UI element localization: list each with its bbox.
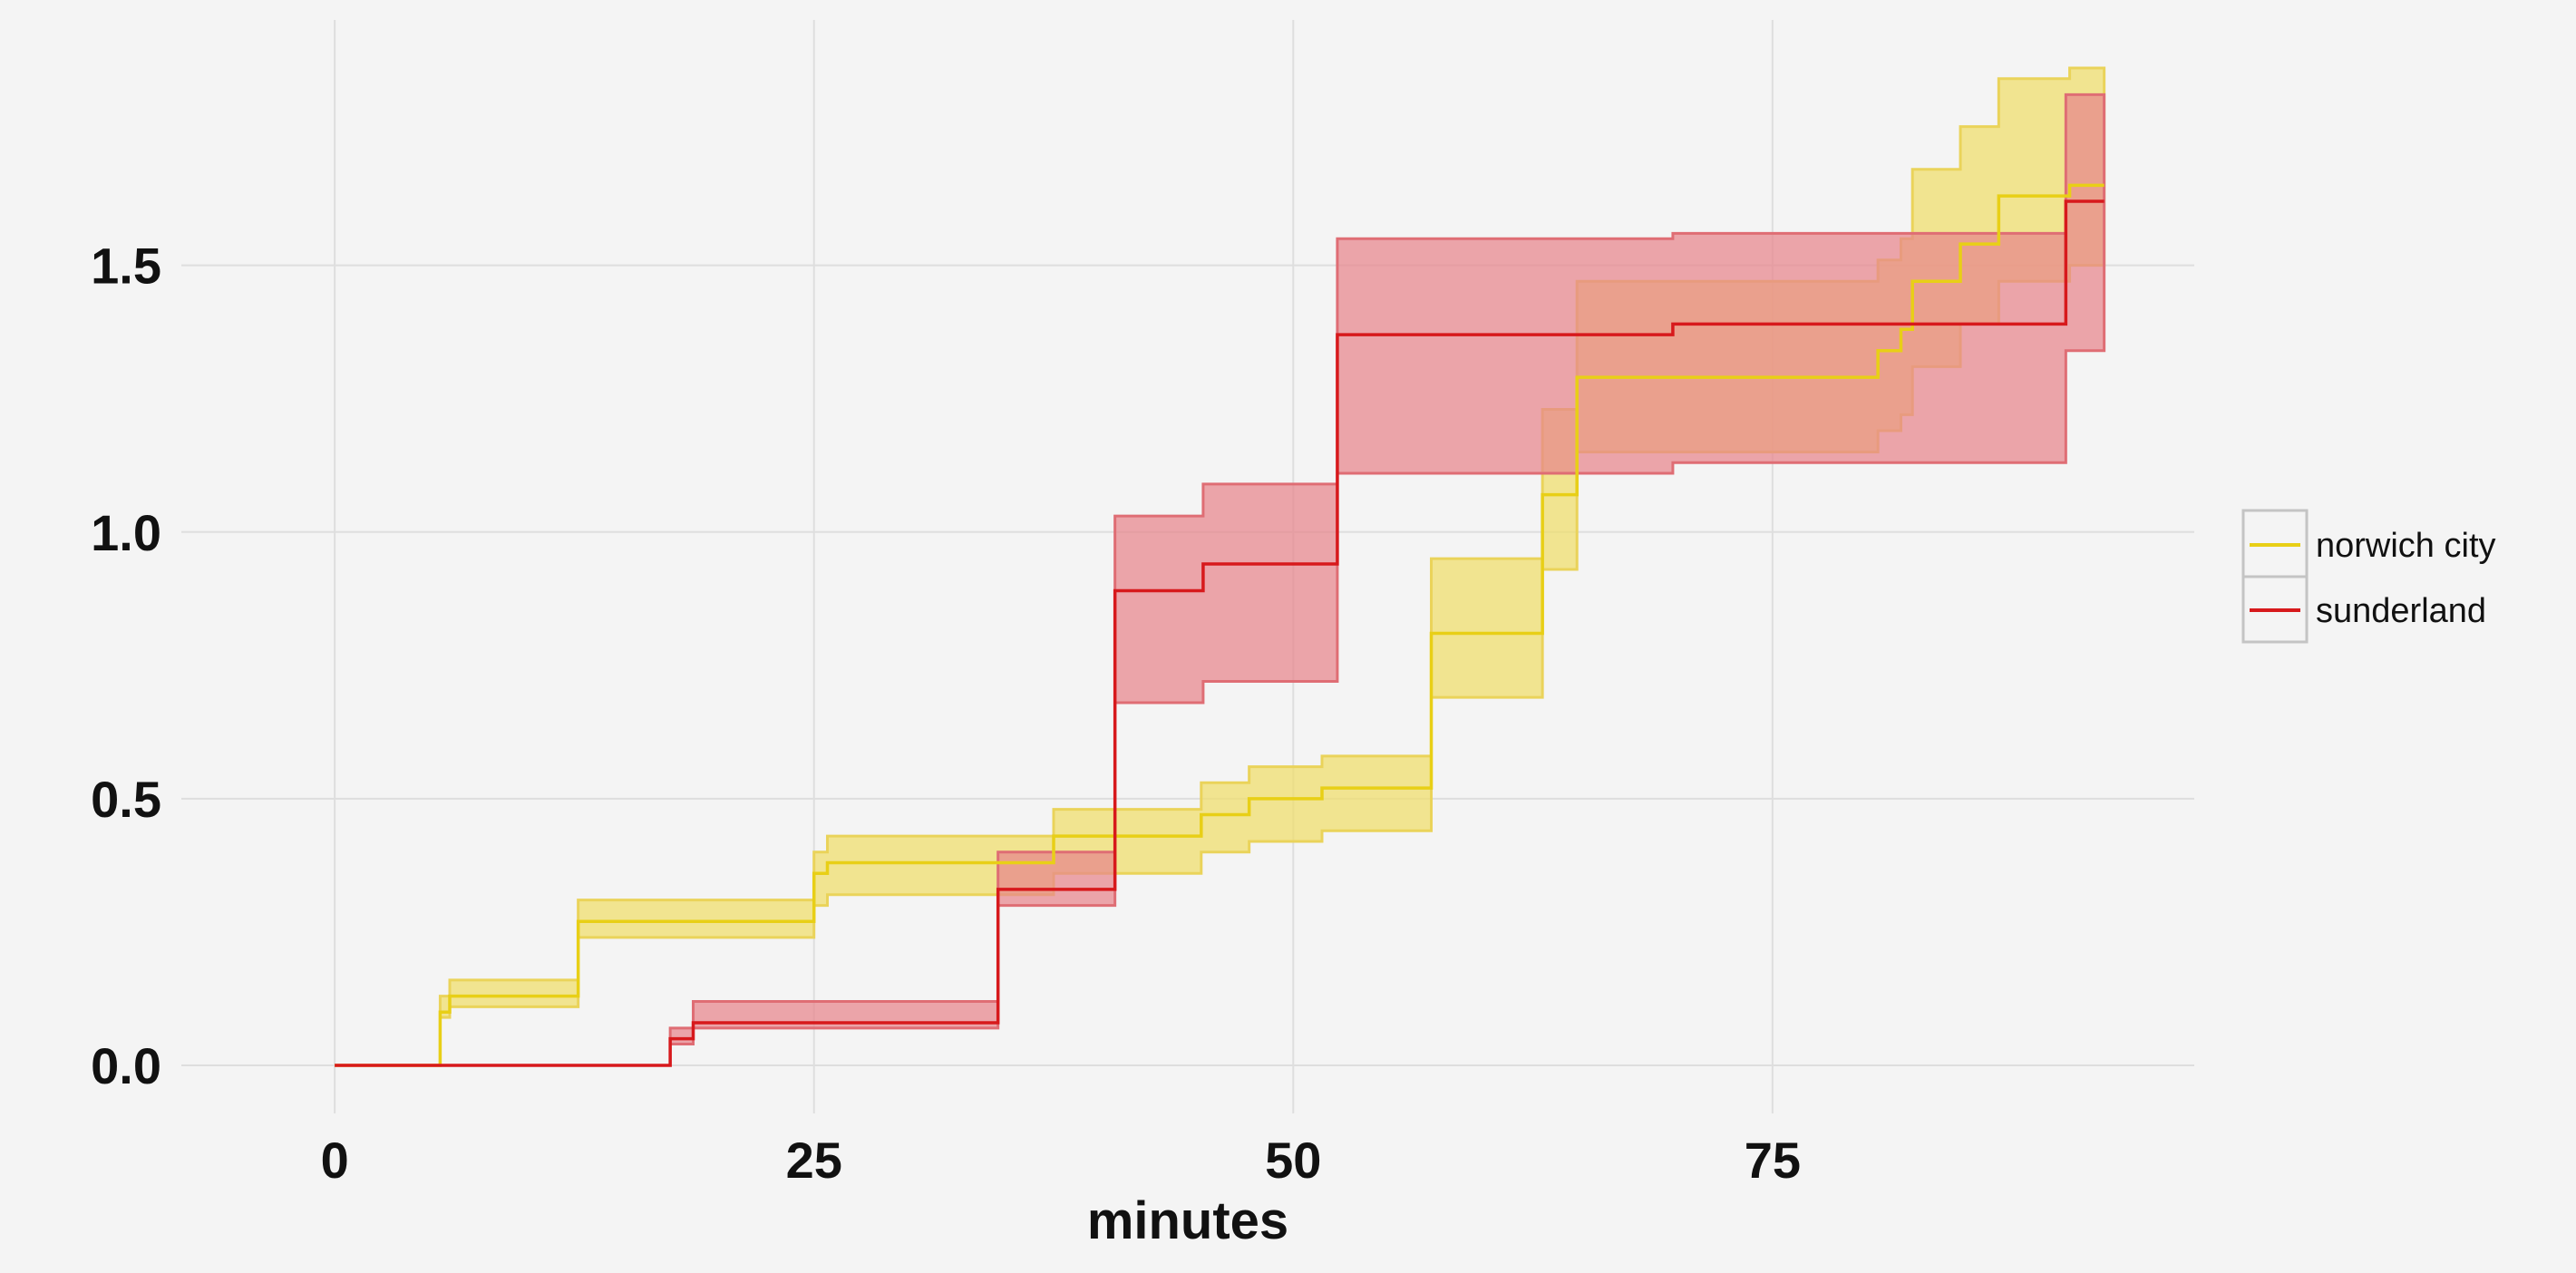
- data-point-norwich-city: [1054, 836, 1055, 837]
- confidence-bands: [335, 66, 2106, 1067]
- x-axis-title: minutes: [1087, 1191, 1288, 1250]
- data-point-sunderland: [1114, 590, 1115, 591]
- data-point-norwich-city: [1912, 281, 1913, 282]
- data-point-norwich-city: [827, 862, 828, 863]
- x-axis-ticks: 0 25 50 75: [321, 1132, 1801, 1189]
- data-point-norwich-city: [1878, 350, 1879, 351]
- data-point-norwich-city: [1431, 633, 1432, 634]
- data-point-norwich-city: [1900, 329, 1901, 330]
- legend: norwich city sunderland: [2241, 509, 2496, 644]
- data-point-norwich-city: [1322, 788, 1323, 789]
- data-point-sunderland: [693, 1022, 694, 1023]
- data-point-norwich-city: [1577, 377, 1578, 378]
- data-point-norwich-city: [440, 1012, 441, 1013]
- x-tick-label: 25: [786, 1132, 842, 1189]
- y-tick-label: 0.5: [91, 771, 161, 828]
- legend-label-sunderland: sunderland: [2316, 592, 2486, 630]
- data-point-norwich-city: [2069, 185, 2070, 186]
- data-point-sunderland: [2104, 201, 2105, 202]
- data-point-norwich-city: [813, 873, 814, 874]
- y-axis-ticks: 0.0 0.5 1.0 1.5: [91, 238, 161, 1094]
- data-point-sunderland: [1672, 324, 1673, 325]
- data-point-norwich-city: [1998, 196, 1999, 197]
- x-tick-label: 75: [1745, 1132, 1801, 1189]
- step-line-sunderland: [335, 199, 2105, 1067]
- x-tick-label: 0: [321, 1132, 349, 1189]
- data-point-sunderland: [670, 1038, 671, 1039]
- data-point-sunderland: [1202, 564, 1203, 565]
- data-point-norwich-city: [1542, 494, 1543, 495]
- legend-label-norwich-city: norwich city: [2316, 527, 2496, 565]
- step-line-norwich-city: [335, 183, 2105, 1067]
- x-tick-label: 50: [1265, 1132, 1321, 1189]
- series-lines: [335, 183, 2105, 1067]
- y-tick-label: 1.5: [91, 238, 161, 295]
- data-point-norwich-city: [1960, 244, 1961, 245]
- data-point-norwich-city: [2104, 185, 2105, 186]
- y-tick-label: 1.0: [91, 504, 161, 561]
- y-tick-label: 0.0: [91, 1037, 161, 1094]
